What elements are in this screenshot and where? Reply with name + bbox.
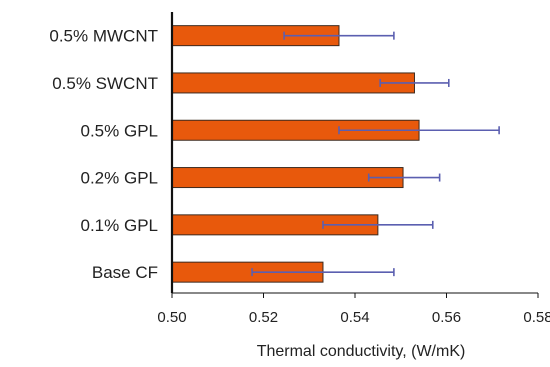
x-tick-label: 0.58	[523, 309, 550, 326]
bar	[171, 72, 415, 94]
x-ticks-layer: 0.50 0.52 0.54 0.56 0.58	[157, 293, 550, 326]
category-label: 0.5% MWCNT	[49, 27, 158, 46]
category-labels-layer: 0.5% MWCNT 0.5% SWCNT 0.5% GPL 0.2% GPL 0.1%…	[49, 27, 159, 282]
category-label: Base CF	[92, 263, 158, 282]
category-label: 0.5% GPL	[81, 121, 159, 140]
x-tick-label: 0.52	[249, 309, 278, 326]
x-tick-label: 0.50	[157, 309, 186, 326]
x-axis-title: Thermal conductivity, (W/mK)	[257, 343, 466, 360]
category-label: 0.2% GPL	[81, 169, 159, 188]
category-label: 0.5% SWCNT	[52, 74, 158, 93]
bars-layer	[171, 25, 420, 283]
x-tick-label: 0.56	[432, 309, 461, 326]
error-bars-layer	[251, 31, 500, 277]
x-tick-label: 0.54	[340, 309, 369, 326]
category-label: 0.1% GPL	[81, 216, 159, 235]
